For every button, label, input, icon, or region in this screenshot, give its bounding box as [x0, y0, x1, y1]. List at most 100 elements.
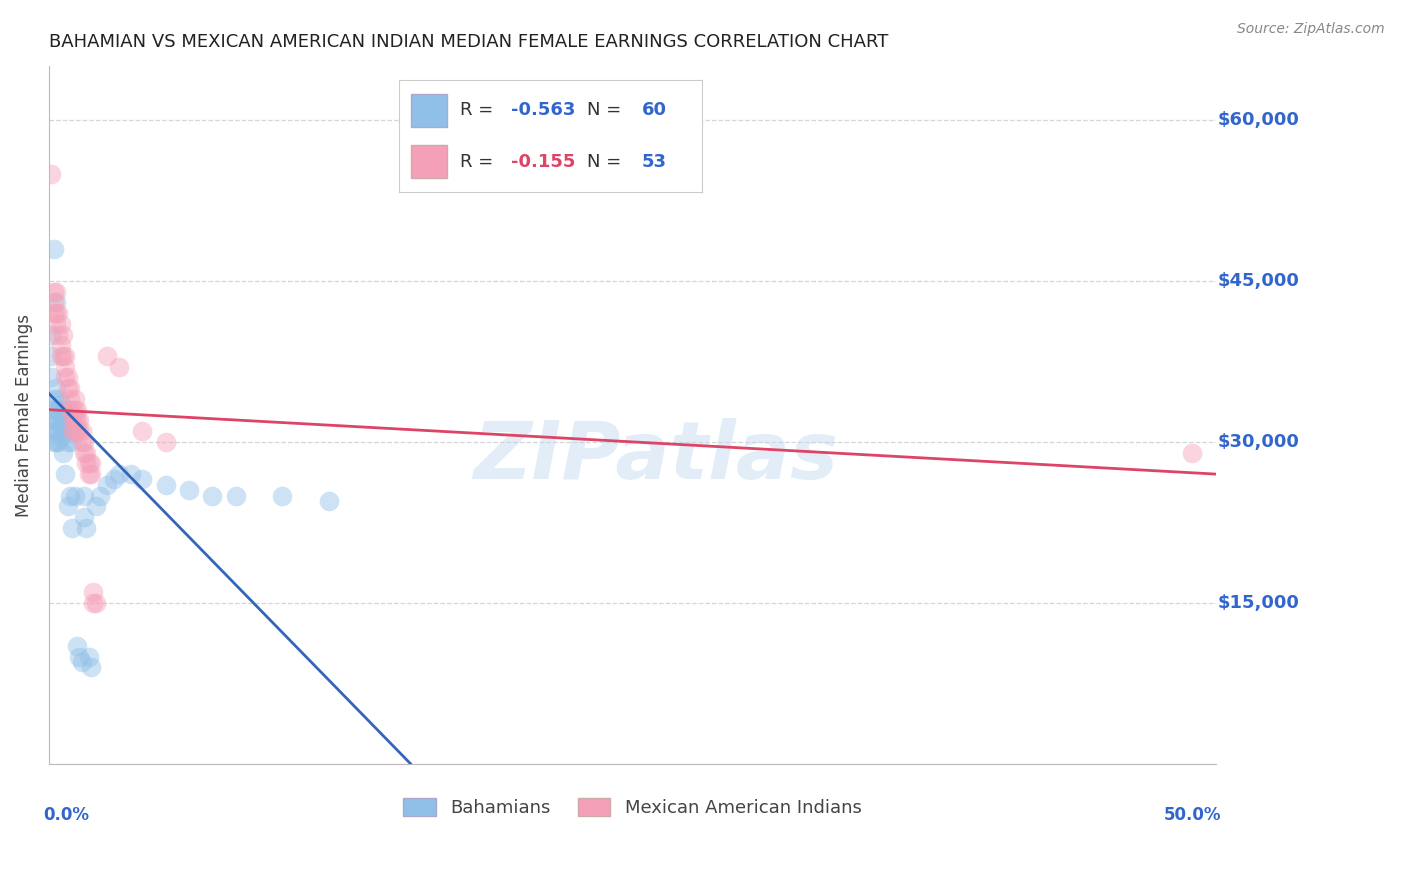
Point — [49, 338, 72, 352]
Point — [39, 370, 62, 384]
Point — [77, 456, 100, 470]
Point — [155, 434, 177, 449]
Point — [42, 413, 65, 427]
Point — [53, 413, 76, 427]
Text: 0.0%: 0.0% — [44, 805, 89, 823]
Point — [60, 521, 83, 535]
Point — [52, 445, 75, 459]
Point — [56, 413, 79, 427]
Y-axis label: Median Female Earnings: Median Female Earnings — [15, 314, 32, 516]
Point — [66, 402, 89, 417]
Point — [52, 327, 75, 342]
Point — [39, 402, 62, 417]
Point — [52, 413, 75, 427]
Point — [42, 285, 65, 299]
Point — [49, 349, 72, 363]
Point — [53, 359, 76, 374]
Point — [46, 413, 69, 427]
Point — [77, 467, 100, 481]
Point — [45, 381, 67, 395]
Point — [46, 306, 69, 320]
Point — [73, 434, 96, 449]
Point — [60, 413, 83, 427]
Point — [60, 434, 83, 449]
Point — [45, 424, 67, 438]
Point — [45, 285, 67, 299]
Point — [75, 445, 97, 459]
Point — [63, 392, 86, 406]
Point — [46, 402, 69, 417]
Point — [63, 424, 86, 438]
Point — [59, 424, 82, 438]
Point — [155, 478, 177, 492]
Point — [70, 424, 93, 438]
Point — [60, 424, 83, 438]
Point — [120, 467, 142, 481]
Point — [108, 359, 131, 374]
Point — [46, 327, 69, 342]
Point — [56, 500, 79, 514]
Point — [77, 649, 100, 664]
Point — [42, 242, 65, 256]
Point — [56, 381, 79, 395]
Point — [84, 596, 107, 610]
Point — [177, 483, 200, 498]
Point — [84, 500, 107, 514]
Point — [80, 456, 103, 470]
Point — [80, 467, 103, 481]
Text: $45,000: $45,000 — [1218, 272, 1299, 290]
Legend: Bahamians, Mexican American Indians: Bahamians, Mexican American Indians — [396, 791, 869, 824]
Point — [45, 413, 67, 427]
Point — [75, 456, 97, 470]
Point — [42, 424, 65, 438]
Point — [46, 424, 69, 438]
Point — [46, 392, 69, 406]
Point — [45, 402, 67, 417]
Point — [82, 596, 104, 610]
Point — [39, 167, 62, 181]
Point — [318, 494, 340, 508]
Point — [73, 445, 96, 459]
Point — [63, 413, 86, 427]
Point — [52, 349, 75, 363]
Point — [59, 489, 82, 503]
Point — [70, 655, 93, 669]
Point — [56, 434, 79, 449]
Point — [108, 467, 131, 481]
Point — [52, 424, 75, 438]
Point — [53, 467, 76, 481]
Point — [49, 397, 72, 411]
Text: ZIPatlas: ZIPatlas — [472, 418, 838, 496]
Point — [80, 660, 103, 674]
Point — [96, 349, 118, 363]
Point — [49, 429, 72, 443]
Point — [45, 295, 67, 310]
Point — [53, 370, 76, 384]
Point — [49, 418, 72, 433]
Point — [67, 424, 90, 438]
Point — [70, 434, 93, 449]
Point — [46, 434, 69, 449]
Point — [53, 424, 76, 438]
Point — [66, 424, 89, 438]
Point — [52, 402, 75, 417]
Point — [82, 585, 104, 599]
Point — [60, 402, 83, 417]
Point — [45, 306, 67, 320]
Point — [59, 392, 82, 406]
Point — [59, 381, 82, 395]
Point — [63, 402, 86, 417]
Point — [67, 413, 90, 427]
Point — [66, 639, 89, 653]
Text: Source: ZipAtlas.com: Source: ZipAtlas.com — [1237, 22, 1385, 37]
Point — [56, 370, 79, 384]
Point — [67, 649, 90, 664]
Point — [39, 327, 62, 342]
Point — [201, 489, 224, 503]
Text: 50.0%: 50.0% — [1164, 805, 1222, 823]
Point — [39, 349, 62, 363]
Point — [89, 489, 111, 503]
Point — [131, 424, 153, 438]
Point — [1181, 445, 1204, 459]
Point — [53, 349, 76, 363]
